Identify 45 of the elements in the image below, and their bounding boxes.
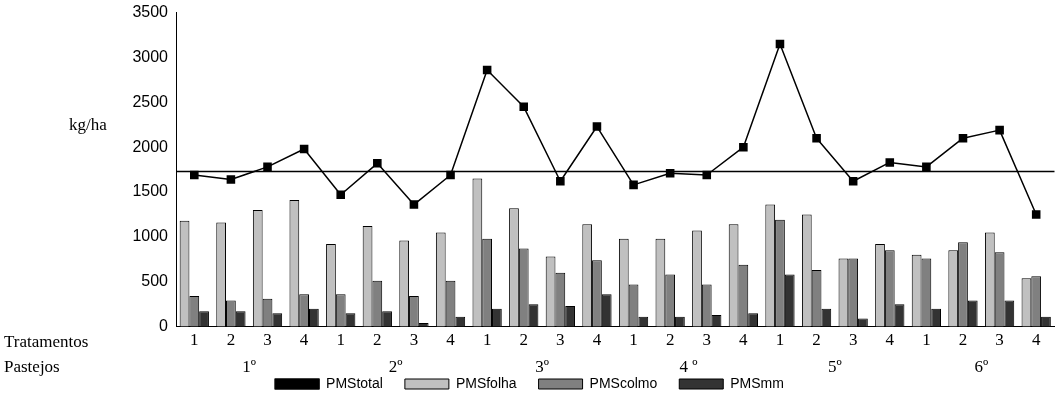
legend-label: PMSmm — [730, 374, 784, 391]
y-tick-label: 500 — [141, 272, 169, 290]
x-tick-label: 4 — [299, 330, 309, 350]
x-tick-label: 1 — [482, 330, 492, 350]
x-tick-label: 3 — [409, 330, 419, 350]
x-tick-label: 2 — [665, 330, 675, 350]
legend-label: PMScolmo — [589, 374, 658, 391]
legend-label: PMStotal — [326, 374, 383, 391]
x-tick-label: 2 — [373, 330, 382, 350]
x-tick-label: 1 — [336, 330, 345, 350]
x-tick-label: 3 — [702, 330, 712, 350]
x-tick-label: 2 — [226, 330, 236, 350]
x-tick-label: 1 — [629, 330, 638, 350]
text: 5º — [827, 357, 842, 377]
y-tick-label: 1000 — [132, 227, 169, 245]
x-tick-label: 3 — [848, 330, 858, 350]
text: 3º — [535, 357, 549, 377]
x-tick-label: 2 — [958, 330, 968, 350]
text: Pastejos — [4, 357, 60, 377]
y-tick-label: 3000 — [132, 47, 169, 65]
x-tick-label: 4 — [739, 330, 749, 350]
legend-label: PMSfolha — [455, 374, 517, 391]
y-tick-label: 2000 — [132, 137, 169, 155]
y-tick-label: 0 — [159, 317, 169, 335]
x-tick-label: 4 — [446, 330, 456, 350]
text: Tratamentos — [4, 332, 89, 352]
x-tick-label: 1 — [775, 330, 785, 350]
text: 2º — [388, 357, 403, 377]
y-tick-label: 1500 — [132, 182, 169, 200]
y-tick-label: 3500 — [132, 3, 169, 21]
x-tick-label: 4 — [592, 330, 602, 350]
x-tick-label: 3 — [556, 330, 565, 350]
x-tick-label: 4 — [1031, 330, 1041, 350]
text: 4 º — [679, 357, 698, 377]
y-axis-title: kg/ha — [69, 115, 108, 135]
x-tick-label: 1 — [190, 330, 199, 350]
text: 6º — [974, 357, 989, 377]
x-tick-label: 3 — [995, 330, 1004, 350]
x-tick-label: 3 — [263, 330, 272, 350]
y-tick-label: 2500 — [132, 92, 169, 110]
x-tick-label: 4 — [885, 330, 895, 350]
x-tick-label: 1 — [922, 330, 931, 350]
text: 1º — [242, 357, 257, 377]
x-tick-label: 2 — [812, 330, 821, 350]
x-tick-label: 2 — [519, 330, 528, 350]
